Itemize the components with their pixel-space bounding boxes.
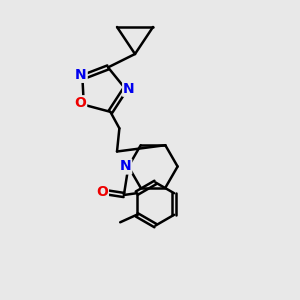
Text: N: N xyxy=(75,68,87,82)
Text: N: N xyxy=(120,160,131,173)
Text: O: O xyxy=(96,185,108,199)
Text: O: O xyxy=(74,96,86,110)
Text: N: N xyxy=(123,82,135,96)
